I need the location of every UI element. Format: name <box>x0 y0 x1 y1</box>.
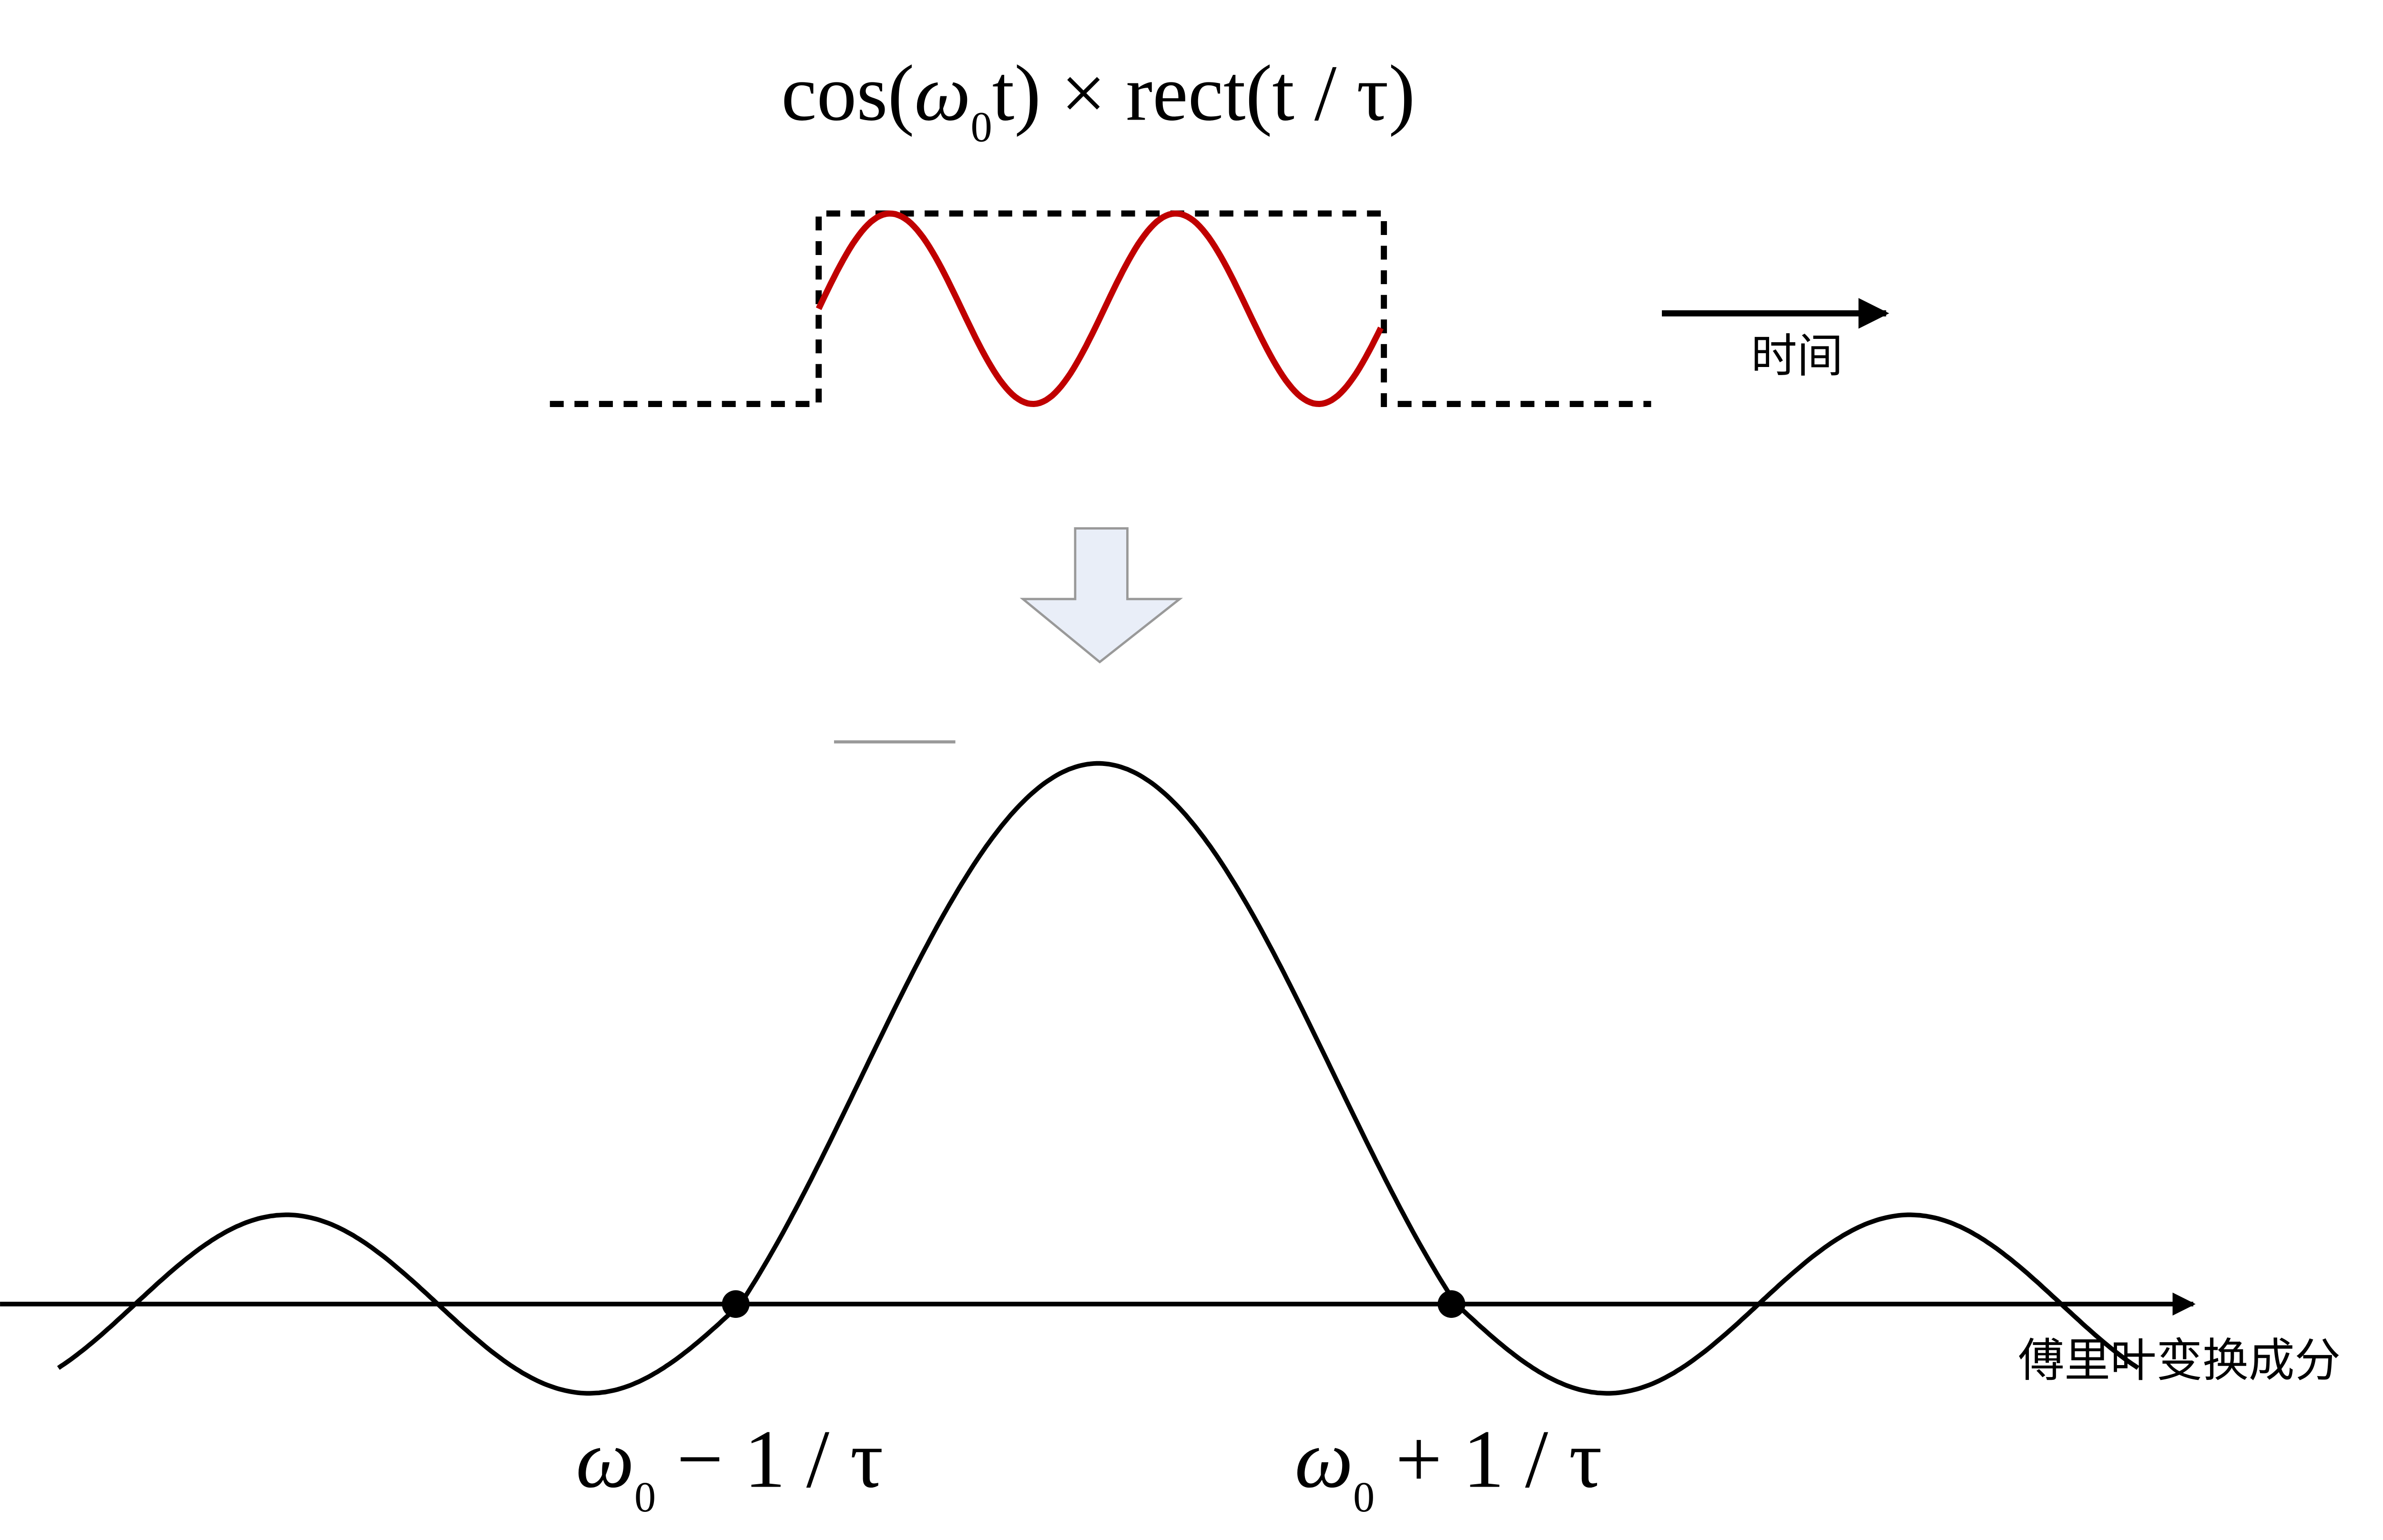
formula-sub: 0 <box>971 103 992 151</box>
formula-part: cos( <box>781 49 914 137</box>
omega: ω <box>576 1413 634 1505</box>
right-zero-label: ω0 + 1 / τ <box>1294 1413 1602 1521</box>
sub: 0 <box>1353 1473 1375 1521</box>
time-label: 时间 <box>1751 329 1843 383</box>
left-zero-label: ω0 − 1 / τ <box>576 1413 883 1521</box>
sub: 0 <box>634 1473 656 1521</box>
rest: − 1 / τ <box>656 1413 883 1505</box>
formula: cos(ω0t) × rect(t / τ) <box>781 49 1415 151</box>
omega: ω <box>1294 1413 1353 1505</box>
formula-part: ω <box>914 49 970 137</box>
spectrum-curve <box>57 761 2139 1396</box>
down-arrow <box>1019 527 1183 664</box>
zero-point <box>722 1290 750 1318</box>
axis-label: 傅里叶变换成分 <box>2018 1333 2341 1387</box>
cosine-wave <box>815 210 1384 408</box>
zero-point <box>1437 1290 1466 1318</box>
rect-window <box>550 210 1651 407</box>
formula-part: t) × rect(t / τ) <box>992 49 1416 137</box>
rest: + 1 / τ <box>1375 1413 1602 1505</box>
